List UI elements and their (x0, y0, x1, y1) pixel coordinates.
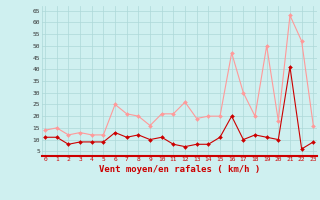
X-axis label: Vent moyen/en rafales ( km/h ): Vent moyen/en rafales ( km/h ) (99, 165, 260, 174)
